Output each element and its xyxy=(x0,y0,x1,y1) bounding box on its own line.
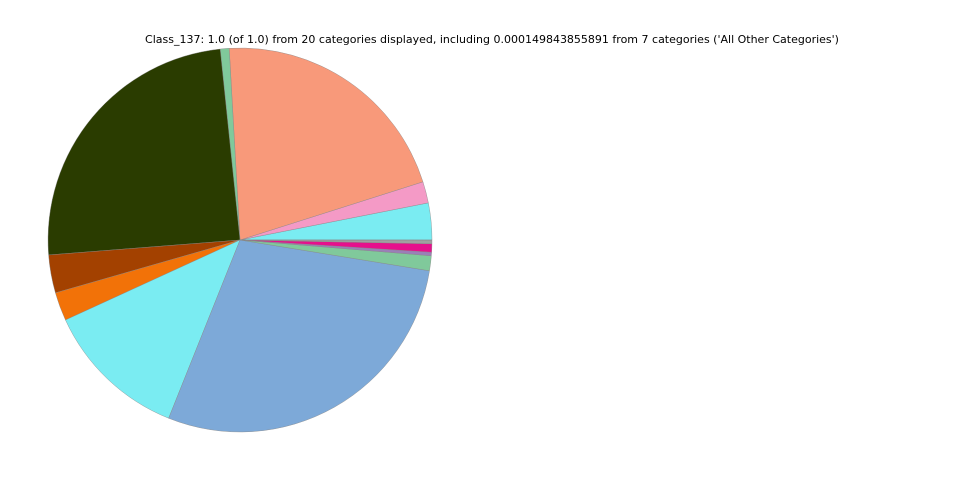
pie-slice xyxy=(228,47,424,241)
pie-slice xyxy=(47,48,241,256)
pie-slice xyxy=(168,239,430,433)
pie-slice xyxy=(65,239,241,419)
chart-title: Class_137: 1.0 (of 1.0) from 20 categori… xyxy=(145,33,839,46)
